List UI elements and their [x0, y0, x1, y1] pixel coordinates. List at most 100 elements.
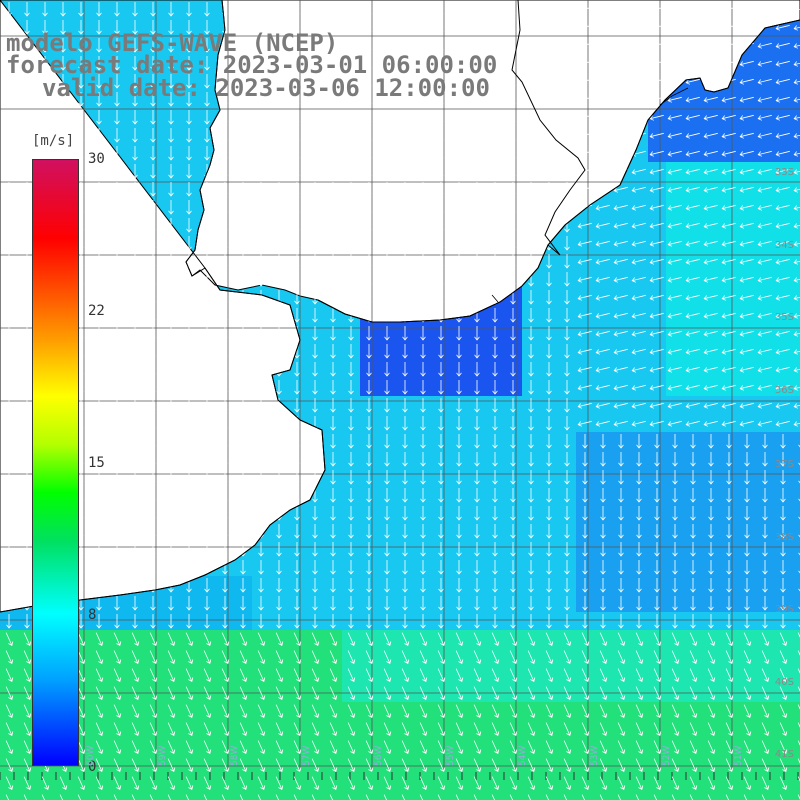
wind-arrow — [114, 128, 120, 143]
wind-arrow — [618, 524, 624, 539]
wind-arrow — [546, 560, 552, 575]
wind-arrow — [649, 348, 664, 355]
wind-arrow — [456, 380, 462, 395]
wind-arrow — [96, 110, 102, 125]
wind-arrow — [365, 740, 374, 754]
wind-arrow — [613, 24, 628, 31]
wind-arrow — [347, 632, 356, 646]
wind-arrow — [294, 560, 300, 575]
wind-arrow — [6, 110, 12, 125]
wind-arrow — [636, 434, 642, 449]
wind-arrow — [312, 38, 318, 53]
wind-arrow — [649, 384, 664, 391]
wind-arrow — [721, 96, 736, 103]
wind-arrow — [402, 254, 408, 269]
wind-arrow — [708, 596, 714, 611]
wind-arrow — [168, 398, 174, 413]
wind-arrow — [703, 330, 718, 337]
wind-arrow — [78, 2, 84, 17]
wind-arrow — [222, 92, 228, 107]
wind-arrow — [383, 740, 392, 754]
wind-arrow — [420, 578, 426, 593]
wind-arrow — [168, 524, 174, 539]
wind-arrow — [402, 290, 408, 305]
wind-arrow — [793, 367, 800, 373]
wind-arrow — [618, 506, 624, 521]
wind-arrow — [492, 362, 498, 377]
wind-arrow — [721, 294, 736, 301]
wind-arrow — [708, 506, 714, 521]
wind-arrow — [491, 686, 500, 700]
wind-arrow — [613, 240, 628, 247]
wind-speed-cell — [36, 792, 55, 800]
wind-arrow — [600, 560, 606, 575]
wind-arrow — [438, 38, 444, 53]
wind-arrow — [510, 326, 516, 341]
wind-arrow — [114, 308, 120, 323]
wind-arrow — [402, 92, 408, 107]
wind-arrow — [546, 236, 552, 251]
wind-arrow — [150, 362, 156, 377]
wind-arrow — [456, 326, 462, 341]
wind-arrow — [402, 326, 408, 341]
wind-arrow — [384, 182, 390, 197]
wind-arrow — [438, 218, 444, 233]
wind-arrow — [667, 150, 682, 157]
wind-arrow — [96, 128, 102, 143]
wind-arrow — [631, 24, 646, 31]
wind-arrow — [636, 560, 642, 575]
wind-arrow — [114, 578, 120, 593]
wind-arrow — [402, 146, 408, 161]
wind-arrow — [793, 115, 800, 121]
wind-speed-cell — [0, 792, 19, 800]
wind-arrow — [577, 78, 592, 85]
wind-arrow — [96, 362, 102, 377]
wind-arrow — [420, 524, 426, 539]
wind-arrow — [6, 434, 12, 449]
wind-arrow — [131, 686, 140, 700]
wind-arrow — [492, 182, 498, 197]
wind-arrow — [667, 168, 682, 175]
wind-arrow — [240, 200, 246, 215]
wind-arrow — [132, 344, 138, 359]
wind-arrow — [132, 308, 138, 323]
wind-arrow — [6, 74, 12, 89]
wind-arrow — [384, 380, 390, 395]
wind-arrow — [293, 740, 302, 754]
wind-arrow — [168, 20, 174, 35]
wind-arrow — [384, 146, 390, 161]
wind-arrow — [528, 38, 534, 53]
wind-arrow — [204, 38, 210, 53]
wind-arrow — [240, 578, 246, 593]
wind-arrow — [6, 362, 12, 377]
wind-arrow — [492, 452, 498, 467]
wind-arrow — [348, 326, 354, 341]
wind-arrow — [96, 614, 102, 629]
wind-arrow — [221, 650, 230, 664]
wind-speed-cell — [792, 18, 800, 37]
wind-arrow — [167, 740, 176, 754]
wind-arrow — [581, 704, 590, 718]
wind-arrow — [78, 434, 84, 449]
wind-arrow — [132, 254, 138, 269]
wind-arrow — [348, 524, 354, 539]
wind-speed-cell — [288, 792, 307, 800]
wind-arrow — [721, 420, 736, 427]
wind-arrow — [761, 650, 770, 664]
wind-arrow — [258, 56, 264, 71]
wind-arrow — [366, 38, 372, 53]
lat-label-41s: 41S — [774, 749, 794, 760]
wind-arrow — [96, 92, 102, 107]
wind-arrow — [510, 614, 516, 629]
wind-arrow — [762, 560, 768, 575]
wind-arrow — [649, 420, 664, 427]
wind-arrow — [96, 398, 102, 413]
wind-arrow — [563, 650, 572, 664]
wind-arrow — [577, 24, 592, 31]
wind-arrow — [775, 276, 790, 283]
wind-arrow — [150, 74, 156, 89]
wind-arrow — [402, 470, 408, 485]
wind-arrow — [186, 236, 192, 251]
wind-arrow — [649, 240, 664, 247]
wind-arrow — [654, 452, 660, 467]
